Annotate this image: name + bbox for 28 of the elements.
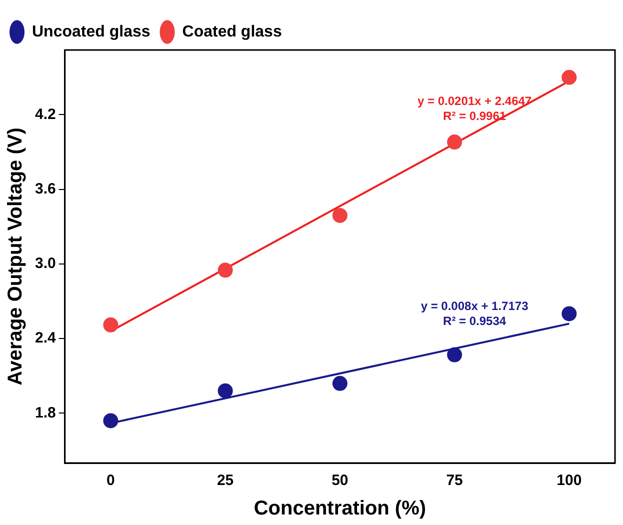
x-tick-label: 75: [446, 472, 463, 490]
annotation: R² = 0.9961: [443, 108, 506, 123]
x-tick-label: 100: [556, 472, 582, 490]
y-tick-label: 3.6: [34, 180, 56, 198]
x-tick-label: 25: [216, 472, 234, 490]
annotation: y = 0.008x + 1.7173: [420, 298, 529, 313]
x-axis-title: Concentration (%): [254, 498, 426, 520]
point: [447, 134, 462, 150]
y-tick-label: 1.8: [34, 404, 56, 422]
y-tick-label: 3.0: [34, 255, 56, 272]
point: [562, 70, 577, 85]
point: [218, 262, 233, 278]
annotation: R² = 0.9534: [443, 314, 506, 328]
legend-label: Uncoated glass: [32, 23, 150, 40]
point: [332, 376, 348, 391]
legend-label: Coated glass: [182, 23, 282, 40]
point: [218, 383, 233, 398]
point: [103, 413, 118, 428]
annotation: y = 0.0201x + 2.4647: [417, 94, 532, 108]
point: [562, 306, 577, 322]
y-tick-label: 4.2: [34, 106, 56, 123]
point: [332, 208, 348, 223]
x-tick-label: 50: [332, 472, 348, 490]
point: [447, 347, 462, 362]
x-tick-label: 0: [106, 472, 115, 490]
y-tick-label: 2.4: [34, 330, 56, 347]
y-axis-title: Average Output Voltage (V): [4, 128, 27, 386]
point: [103, 317, 118, 332]
